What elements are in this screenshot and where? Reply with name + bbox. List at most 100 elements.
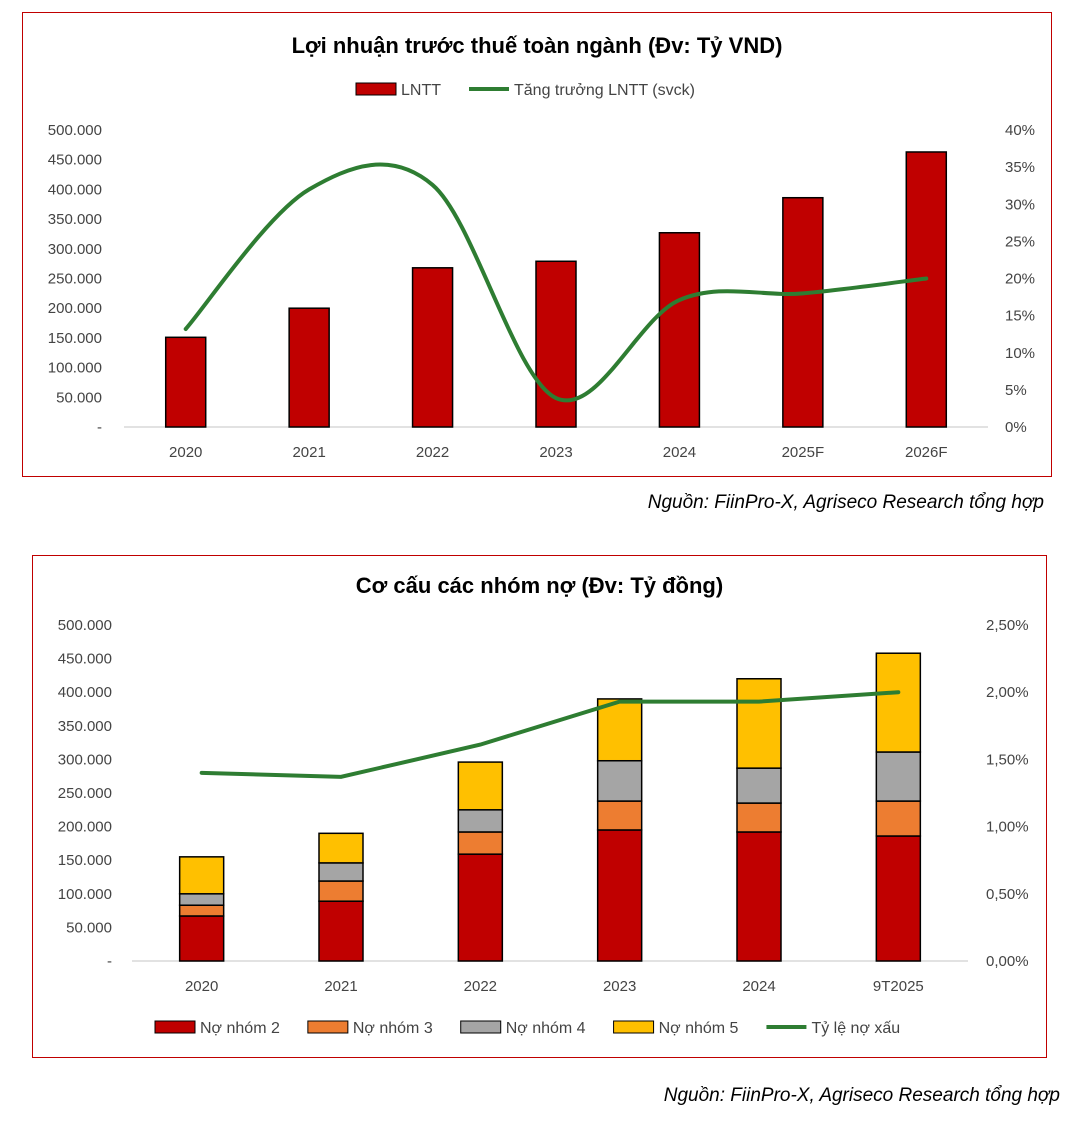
- right-axis-tick: 25%: [1005, 233, 1035, 250]
- bar-nợ-nhóm-2: [875, 835, 922, 962]
- bar-nợ-nhóm-3: [178, 904, 225, 917]
- bar-nợ-nhóm-5: [596, 698, 643, 762]
- left-axis-tick: 350.000: [58, 718, 112, 735]
- line-series: [183, 162, 929, 403]
- legend-swatch: [355, 82, 397, 96]
- left-axis-tick: 150.000: [48, 330, 102, 347]
- x-axis-tick: 2023: [539, 444, 572, 461]
- right-axis-tick: 5%: [1005, 382, 1027, 399]
- right-axis-tick: 2,50%: [986, 617, 1029, 634]
- bar-nợ-nhóm-4: [875, 751, 922, 802]
- x-axis-tick: 2021: [324, 978, 357, 995]
- bar-nợ-nhóm-4: [318, 862, 364, 882]
- legend-label: Tỷ lệ nợ xấu: [811, 1020, 900, 1037]
- bar-lntt: [905, 151, 948, 428]
- bar-nợ-nhóm-5: [318, 832, 364, 864]
- chart-2-frame: Cơ cấu các nhóm nợ (Đv: Tỷ đồng): [32, 555, 1047, 1058]
- right-axis-tick: 1,50%: [986, 751, 1029, 768]
- left-axis-tick: 300.000: [48, 241, 102, 258]
- left-axis-tick: 200.000: [48, 300, 102, 317]
- legend-swatch: [307, 1020, 349, 1034]
- legend-label: Nợ nhóm 4: [506, 1020, 586, 1037]
- bar-lntt: [164, 336, 207, 428]
- left-axis-tick: 200.000: [58, 819, 112, 836]
- bar-nợ-nhóm-4: [178, 893, 225, 906]
- x-axis-tick: 2020: [169, 444, 202, 461]
- right-axis-tick: 40%: [1005, 122, 1035, 139]
- bar-nợ-nhóm-2: [736, 831, 782, 962]
- legend-swatch: [613, 1020, 655, 1034]
- left-axis-tick: -: [97, 419, 102, 436]
- bar-nợ-nhóm-3: [596, 800, 643, 831]
- legend-label: Nợ nhóm 5: [659, 1020, 739, 1037]
- bar-nợ-nhóm-4: [596, 759, 643, 802]
- right-axis-tick: 0%: [1005, 419, 1027, 436]
- legend-swatch: [460, 1020, 502, 1034]
- left-axis-tick: 100.000: [48, 360, 102, 377]
- right-axis-tick: 10%: [1005, 345, 1035, 362]
- chart-1-frame: Lợi nhuận trước thuế toàn ngành (Đv: Tỷ …: [22, 12, 1052, 477]
- bar-nợ-nhóm-5: [178, 856, 225, 895]
- left-axis-tick: 100.000: [58, 886, 112, 903]
- line-series: [199, 690, 901, 779]
- right-axis-tick: 20%: [1005, 271, 1035, 288]
- left-axis-tick: 150.000: [58, 852, 112, 869]
- x-axis-tick: 2026F: [905, 444, 948, 461]
- left-axis-tick: 250.000: [48, 271, 102, 288]
- bar-nợ-nhóm-5: [875, 652, 922, 753]
- bar-nợ-nhóm-3: [318, 880, 364, 902]
- left-axis-tick: 500.000: [48, 122, 102, 139]
- bar-nợ-nhóm-3: [457, 831, 504, 855]
- left-axis-tick: 350.000: [48, 211, 102, 228]
- right-axis-tick: 2,00%: [986, 684, 1029, 701]
- right-axis-tick: 30%: [1005, 196, 1035, 213]
- x-axis-tick: 2021: [292, 444, 325, 461]
- left-axis-tick: 500.000: [58, 617, 112, 634]
- bar-nợ-nhóm-4: [457, 809, 504, 833]
- chart-2-title: Cơ cấu các nhóm nợ (Đv: Tỷ đồng): [355, 573, 724, 598]
- chart-1-title: Lợi nhuận trước thuế toàn ngành (Đv: Tỷ …: [291, 33, 783, 58]
- bar-nợ-nhóm-2: [178, 915, 225, 962]
- left-axis-tick: 250.000: [58, 785, 112, 802]
- legend-label: Tăng trưởng LNTT (svck): [514, 82, 695, 99]
- bar-nợ-nhóm-5: [736, 678, 782, 769]
- bar-nợ-nhóm-3: [736, 802, 782, 833]
- bar-nợ-nhóm-3: [875, 800, 922, 837]
- right-axis-tick: 15%: [1005, 308, 1035, 325]
- left-axis-tick: 450.000: [58, 651, 112, 668]
- x-axis-tick: 2025F: [782, 444, 825, 461]
- right-axis-tick: 0,50%: [986, 886, 1029, 903]
- bar-nợ-nhóm-2: [318, 900, 364, 962]
- bar-nợ-nhóm-4: [736, 767, 782, 804]
- bar-lntt: [782, 196, 824, 428]
- legend-label: Nợ nhóm 2: [200, 1020, 280, 1037]
- x-axis-tick: 2020: [185, 978, 218, 995]
- legend-swatch: [154, 1020, 196, 1034]
- bar-lntt: [658, 232, 701, 428]
- legend-label: Nợ nhóm 3: [353, 1020, 433, 1037]
- left-axis-tick: 300.000: [58, 751, 112, 768]
- x-axis-tick: 9T2025: [873, 978, 924, 995]
- bar-nợ-nhóm-2: [596, 829, 643, 962]
- right-axis-tick: 0,00%: [986, 953, 1029, 970]
- left-axis-tick: 50.000: [56, 389, 102, 406]
- x-axis-tick: 2024: [663, 444, 696, 461]
- left-axis-tick: -: [107, 953, 112, 970]
- left-axis-tick: 400.000: [48, 181, 102, 198]
- x-axis-tick: 2023: [603, 978, 636, 995]
- source-note-2: Nguồn: FiinPro-X, Agriseco Research tổng…: [663, 1085, 1060, 1106]
- bar-nợ-nhóm-5: [457, 761, 504, 811]
- x-axis-tick: 2024: [742, 978, 775, 995]
- x-axis-tick: 2022: [464, 978, 497, 995]
- bar-lntt: [288, 307, 330, 428]
- x-axis-tick: 2022: [416, 444, 449, 461]
- bar-lntt: [411, 267, 454, 428]
- legend-label: LNTT: [401, 82, 441, 99]
- left-axis-tick: 50.000: [66, 919, 112, 936]
- bar-nợ-nhóm-2: [457, 853, 504, 962]
- source-note-1: Nguồn: FiinPro-X, Agriseco Research tổng…: [647, 492, 1044, 513]
- right-axis-tick: 1,00%: [986, 819, 1029, 836]
- left-axis-tick: 450.000: [48, 152, 102, 169]
- right-axis-tick: 35%: [1005, 159, 1035, 176]
